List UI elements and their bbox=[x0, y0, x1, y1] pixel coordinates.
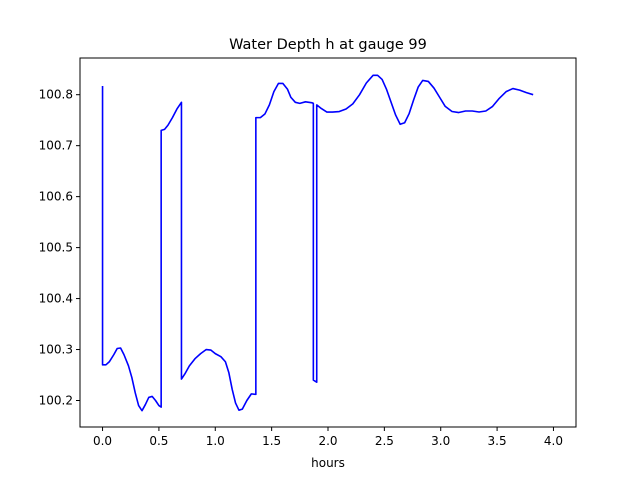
x-tick-label: 4.0 bbox=[544, 434, 563, 448]
x-axis-label: hours bbox=[311, 456, 345, 470]
x-tick-label: 2.0 bbox=[318, 434, 337, 448]
x-tick-label: 1.5 bbox=[262, 434, 281, 448]
x-tick-label: 3.0 bbox=[431, 434, 450, 448]
y-tick-label: 100.6 bbox=[39, 190, 73, 204]
chart-title: Water Depth h at gauge 99 bbox=[229, 37, 427, 53]
y-axis-ticks: 100.2 100.3 100.4 100.5 100.6 100.7 100.8 bbox=[39, 88, 80, 407]
x-tick-label: 0.0 bbox=[93, 434, 112, 448]
y-tick-label: 100.8 bbox=[39, 88, 73, 102]
x-tick-label: 1.0 bbox=[206, 434, 225, 448]
y-tick-label: 100.5 bbox=[39, 241, 73, 255]
y-tick-label: 100.3 bbox=[39, 343, 73, 357]
x-axis-ticks: 0.0 0.5 1.0 1.5 2.0 2.5 3.0 3.5 4.0 bbox=[93, 427, 563, 448]
axes-frame bbox=[79, 57, 577, 428]
x-tick-label: 3.5 bbox=[488, 434, 507, 448]
y-tick-label: 100.2 bbox=[39, 393, 73, 407]
x-tick-label: 2.5 bbox=[375, 434, 394, 448]
plot-area bbox=[101, 74, 534, 412]
y-tick-label: 100.7 bbox=[39, 139, 73, 153]
y-tick-label: 100.4 bbox=[39, 292, 73, 306]
x-tick-label: 0.5 bbox=[149, 434, 168, 448]
series-line-0 bbox=[101, 74, 534, 412]
